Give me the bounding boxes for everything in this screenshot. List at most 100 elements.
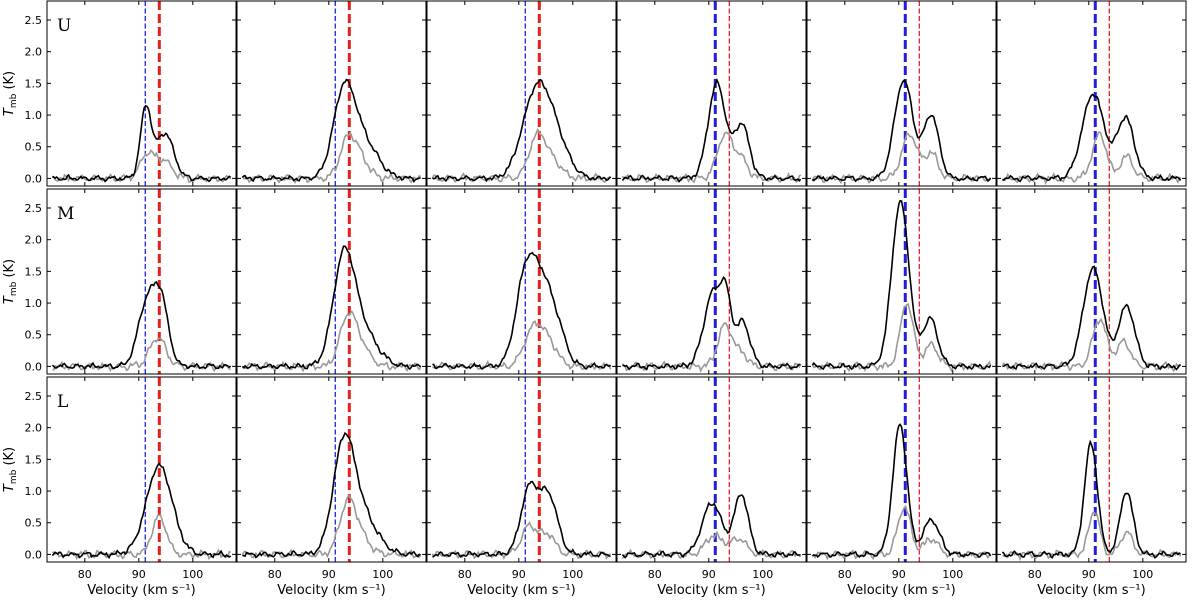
y-axis-title: Tmb (K) <box>2 259 19 304</box>
panel-r1-c3 <box>616 188 807 375</box>
y-tick-label: 2.0 <box>25 234 43 247</box>
x-tick-label: 90 <box>702 568 716 581</box>
x-tick-label: 80 <box>268 568 282 581</box>
panel-r0-c3 <box>616 0 807 187</box>
primary-spectrum-line <box>621 78 802 183</box>
y-tick-label: 2.0 <box>25 46 43 59</box>
x-tick-label: 100 <box>562 568 583 581</box>
y-tick-label: 1.0 <box>25 109 43 122</box>
x-axis-title: Velocity (km s⁻¹) <box>467 583 575 598</box>
panel-r1-c4 <box>806 188 997 375</box>
secondary-spectrum-line <box>52 149 232 183</box>
secondary-spectrum-line <box>241 131 422 184</box>
y-tick-label: 1.5 <box>25 77 43 90</box>
panel-r1-c1 <box>236 188 427 375</box>
secondary-spectrum-line <box>431 521 611 560</box>
panel-frame <box>996 0 1187 187</box>
panel-frame <box>616 0 807 187</box>
x-tick-label: 90 <box>1082 568 1096 581</box>
x-tick-label: 90 <box>512 568 526 581</box>
panel-frame <box>426 376 617 563</box>
x-tick-label: 90 <box>892 568 906 581</box>
panel-r0-c2 <box>426 0 617 187</box>
y-tick-label: 0.5 <box>25 517 43 530</box>
secondary-spectrum-line <box>1002 511 1182 562</box>
y-tick-label: 1.5 <box>25 453 43 466</box>
secondary-spectrum-line <box>621 530 802 560</box>
secondary-spectrum-line <box>241 493 422 559</box>
primary-spectrum-line <box>242 431 421 559</box>
y-tick-label: 2.5 <box>25 14 43 27</box>
secondary-spectrum-line <box>621 321 802 373</box>
x-axis-title: Velocity (km s⁻¹) <box>277 583 385 598</box>
primary-spectrum-line <box>811 199 992 371</box>
x-axis-title: Velocity (km s⁻¹) <box>1037 583 1145 598</box>
row-label: U <box>57 16 71 36</box>
primary-spectrum-line <box>241 78 421 184</box>
y-axis-title: Tmb (K) <box>2 447 19 492</box>
x-tick-label: 90 <box>322 568 336 581</box>
panel-r0-c0: U 0.0 0.5 1.0 1.5 2.0 2.5 <box>25 0 237 187</box>
primary-spectrum-line <box>52 104 232 183</box>
x-axis-labels: Velocity (km s⁻¹) Velocity (km s⁻¹) Veloci… <box>87 583 1145 598</box>
secondary-spectrum-line <box>1002 130 1182 186</box>
y-tick-label: 0.0 <box>25 548 43 561</box>
panel-frame <box>46 188 237 375</box>
y-axis-title-subscript: mb <box>9 469 19 484</box>
panels-layer: U 0.0 0.5 1.0 1.5 2.0 2.5 M 0.0 0.5 1.0 1.5 2.0 2.5 L 0… <box>25 0 1187 581</box>
y-tick-label: 0.0 <box>25 172 43 185</box>
y-axis-title-symbol: T <box>2 483 17 492</box>
x-tick-label: 90 <box>132 568 146 581</box>
primary-spectrum-line <box>1002 265 1181 371</box>
x-tick-label: 100 <box>1132 568 1153 581</box>
y-tick-label: 1.0 <box>25 485 43 498</box>
y-axis-title-unit: (K) <box>2 447 17 470</box>
panel-frame <box>806 188 997 375</box>
panel-frame <box>426 0 617 187</box>
x-tick-label: 80 <box>1028 568 1042 581</box>
y-axis-title-unit: (K) <box>2 259 17 282</box>
panel-frame <box>46 376 237 563</box>
panel-r2-c2: 80 90 100 <box>426 376 617 581</box>
primary-spectrum-line <box>621 494 801 559</box>
primary-spectrum-line <box>51 462 232 560</box>
y-tick-label: 0.5 <box>25 329 43 342</box>
primary-spectrum-line <box>432 251 612 370</box>
x-tick-label: 80 <box>458 568 472 581</box>
panel-frame <box>996 188 1187 375</box>
primary-spectrum-line <box>811 423 992 559</box>
row-label: M <box>57 204 74 224</box>
x-tick-label: 80 <box>78 568 92 581</box>
panel-r0-c1 <box>236 0 427 187</box>
primary-spectrum-line <box>432 480 611 559</box>
panel-r0-c4 <box>806 0 997 187</box>
x-tick-label: 80 <box>838 568 852 581</box>
row-label: L <box>57 392 68 412</box>
secondary-spectrum-line <box>1001 317 1182 373</box>
y-axis-title-symbol: T <box>2 107 17 116</box>
secondary-spectrum-line <box>431 320 612 371</box>
y-tick-label: 2.5 <box>25 202 43 215</box>
panel-frame <box>236 188 427 375</box>
panel-frame <box>996 376 1187 563</box>
primary-spectrum-line <box>432 78 612 183</box>
panel-frame <box>616 376 807 563</box>
y-tick-label: 0.5 <box>25 141 43 154</box>
panel-r2-c4: 80 90 100 <box>806 376 997 581</box>
y-axis-labels: Tmb (K)Tmb (K)Tmb (K) <box>2 71 19 492</box>
primary-spectrum-line <box>241 245 422 371</box>
primary-spectrum-line <box>1002 93 1182 183</box>
primary-spectrum-line <box>51 280 232 371</box>
y-axis-title: Tmb (K) <box>2 71 19 116</box>
x-axis-title: Velocity (km s⁻¹) <box>657 583 765 598</box>
secondary-spectrum-line <box>621 131 802 184</box>
x-tick-label: 100 <box>942 568 963 581</box>
panel-r2-c0: L 0.0 0.5 1.0 1.5 2.0 2.5 80 90 100 <box>25 376 237 581</box>
panel-frame <box>806 0 997 187</box>
panel-frame <box>426 188 617 375</box>
x-axis-title: Velocity (km s⁻¹) <box>847 583 955 598</box>
panel-frame <box>616 188 807 375</box>
y-tick-label: 0.0 <box>25 360 43 373</box>
y-axis-title-symbol: T <box>2 295 17 304</box>
